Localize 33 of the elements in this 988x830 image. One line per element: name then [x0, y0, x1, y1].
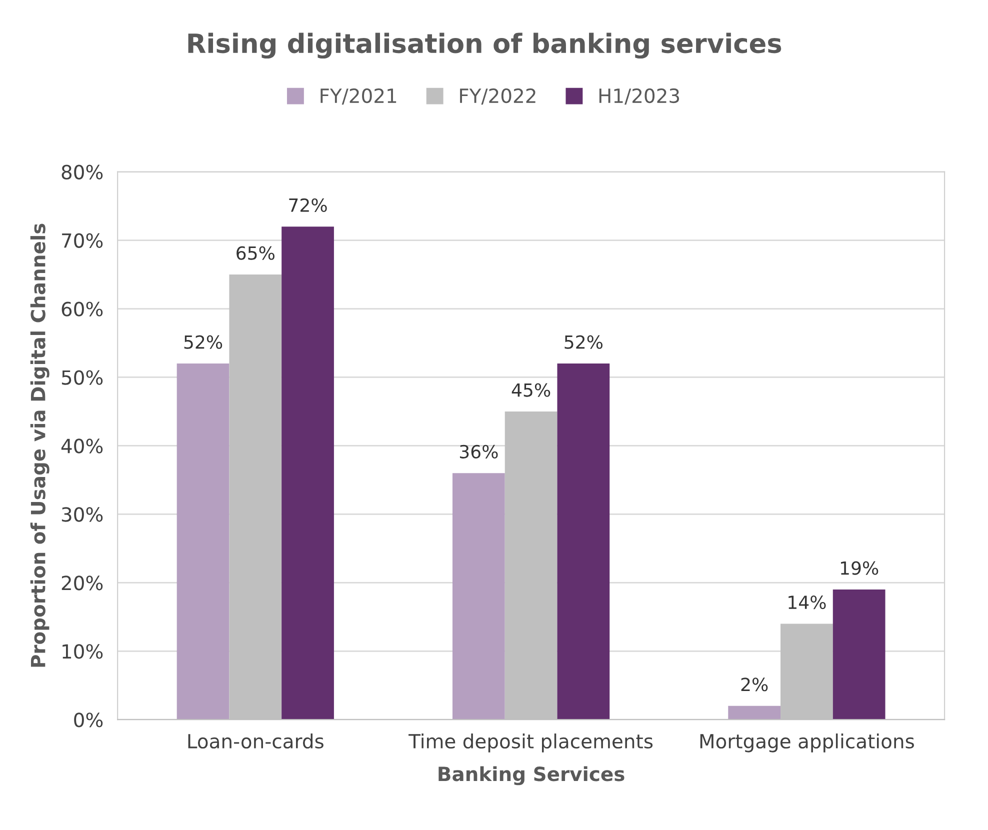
- y-tick-label: 40%: [61, 438, 103, 454]
- data-label: 2%: [741, 678, 768, 692]
- bar: [728, 706, 781, 720]
- data-label: 52%: [184, 335, 222, 349]
- y-tick-label: 10%: [62, 644, 103, 659]
- chart-title: Rising digitalisation of banking services: [188, 32, 782, 59]
- data-label: 45%: [512, 383, 550, 397]
- bar: [282, 226, 334, 720]
- bar: [557, 364, 610, 720]
- x-tick-label: Mortgage applications: [700, 734, 914, 752]
- y-tick-label: 30%: [62, 507, 103, 522]
- legend-label: H1/2023: [599, 88, 680, 105]
- y-axis-title: Proportion of Usage via Digital Channels: [30, 224, 50, 667]
- data-label: 36%: [460, 444, 498, 458]
- y-tick-label: 20%: [62, 576, 103, 590]
- x-tick-label: Time deposit placements: [408, 734, 653, 752]
- bar: [176, 364, 230, 720]
- y-tick-label: 60%: [62, 302, 103, 316]
- x-axis-title: Banking Services: [438, 766, 624, 786]
- y-tick-label: 70%: [62, 233, 103, 248]
- y-tick-label: 0%: [74, 712, 103, 728]
- data-label: 72%: [289, 198, 327, 212]
- bar: [452, 473, 505, 720]
- legend-label: FY/2022: [460, 88, 536, 105]
- data-label: 65%: [236, 246, 274, 260]
- data-label: 52%: [564, 335, 602, 349]
- y-tick-label: 50%: [62, 370, 103, 385]
- data-label: 19%: [840, 561, 878, 575]
- x-tick-label: Loan-on-cards: [188, 734, 324, 749]
- data-label: 14%: [788, 595, 826, 610]
- legend-label: FY/2021: [320, 88, 396, 105]
- bar: [832, 590, 886, 720]
- y-tick-label: 80%: [62, 164, 103, 180]
